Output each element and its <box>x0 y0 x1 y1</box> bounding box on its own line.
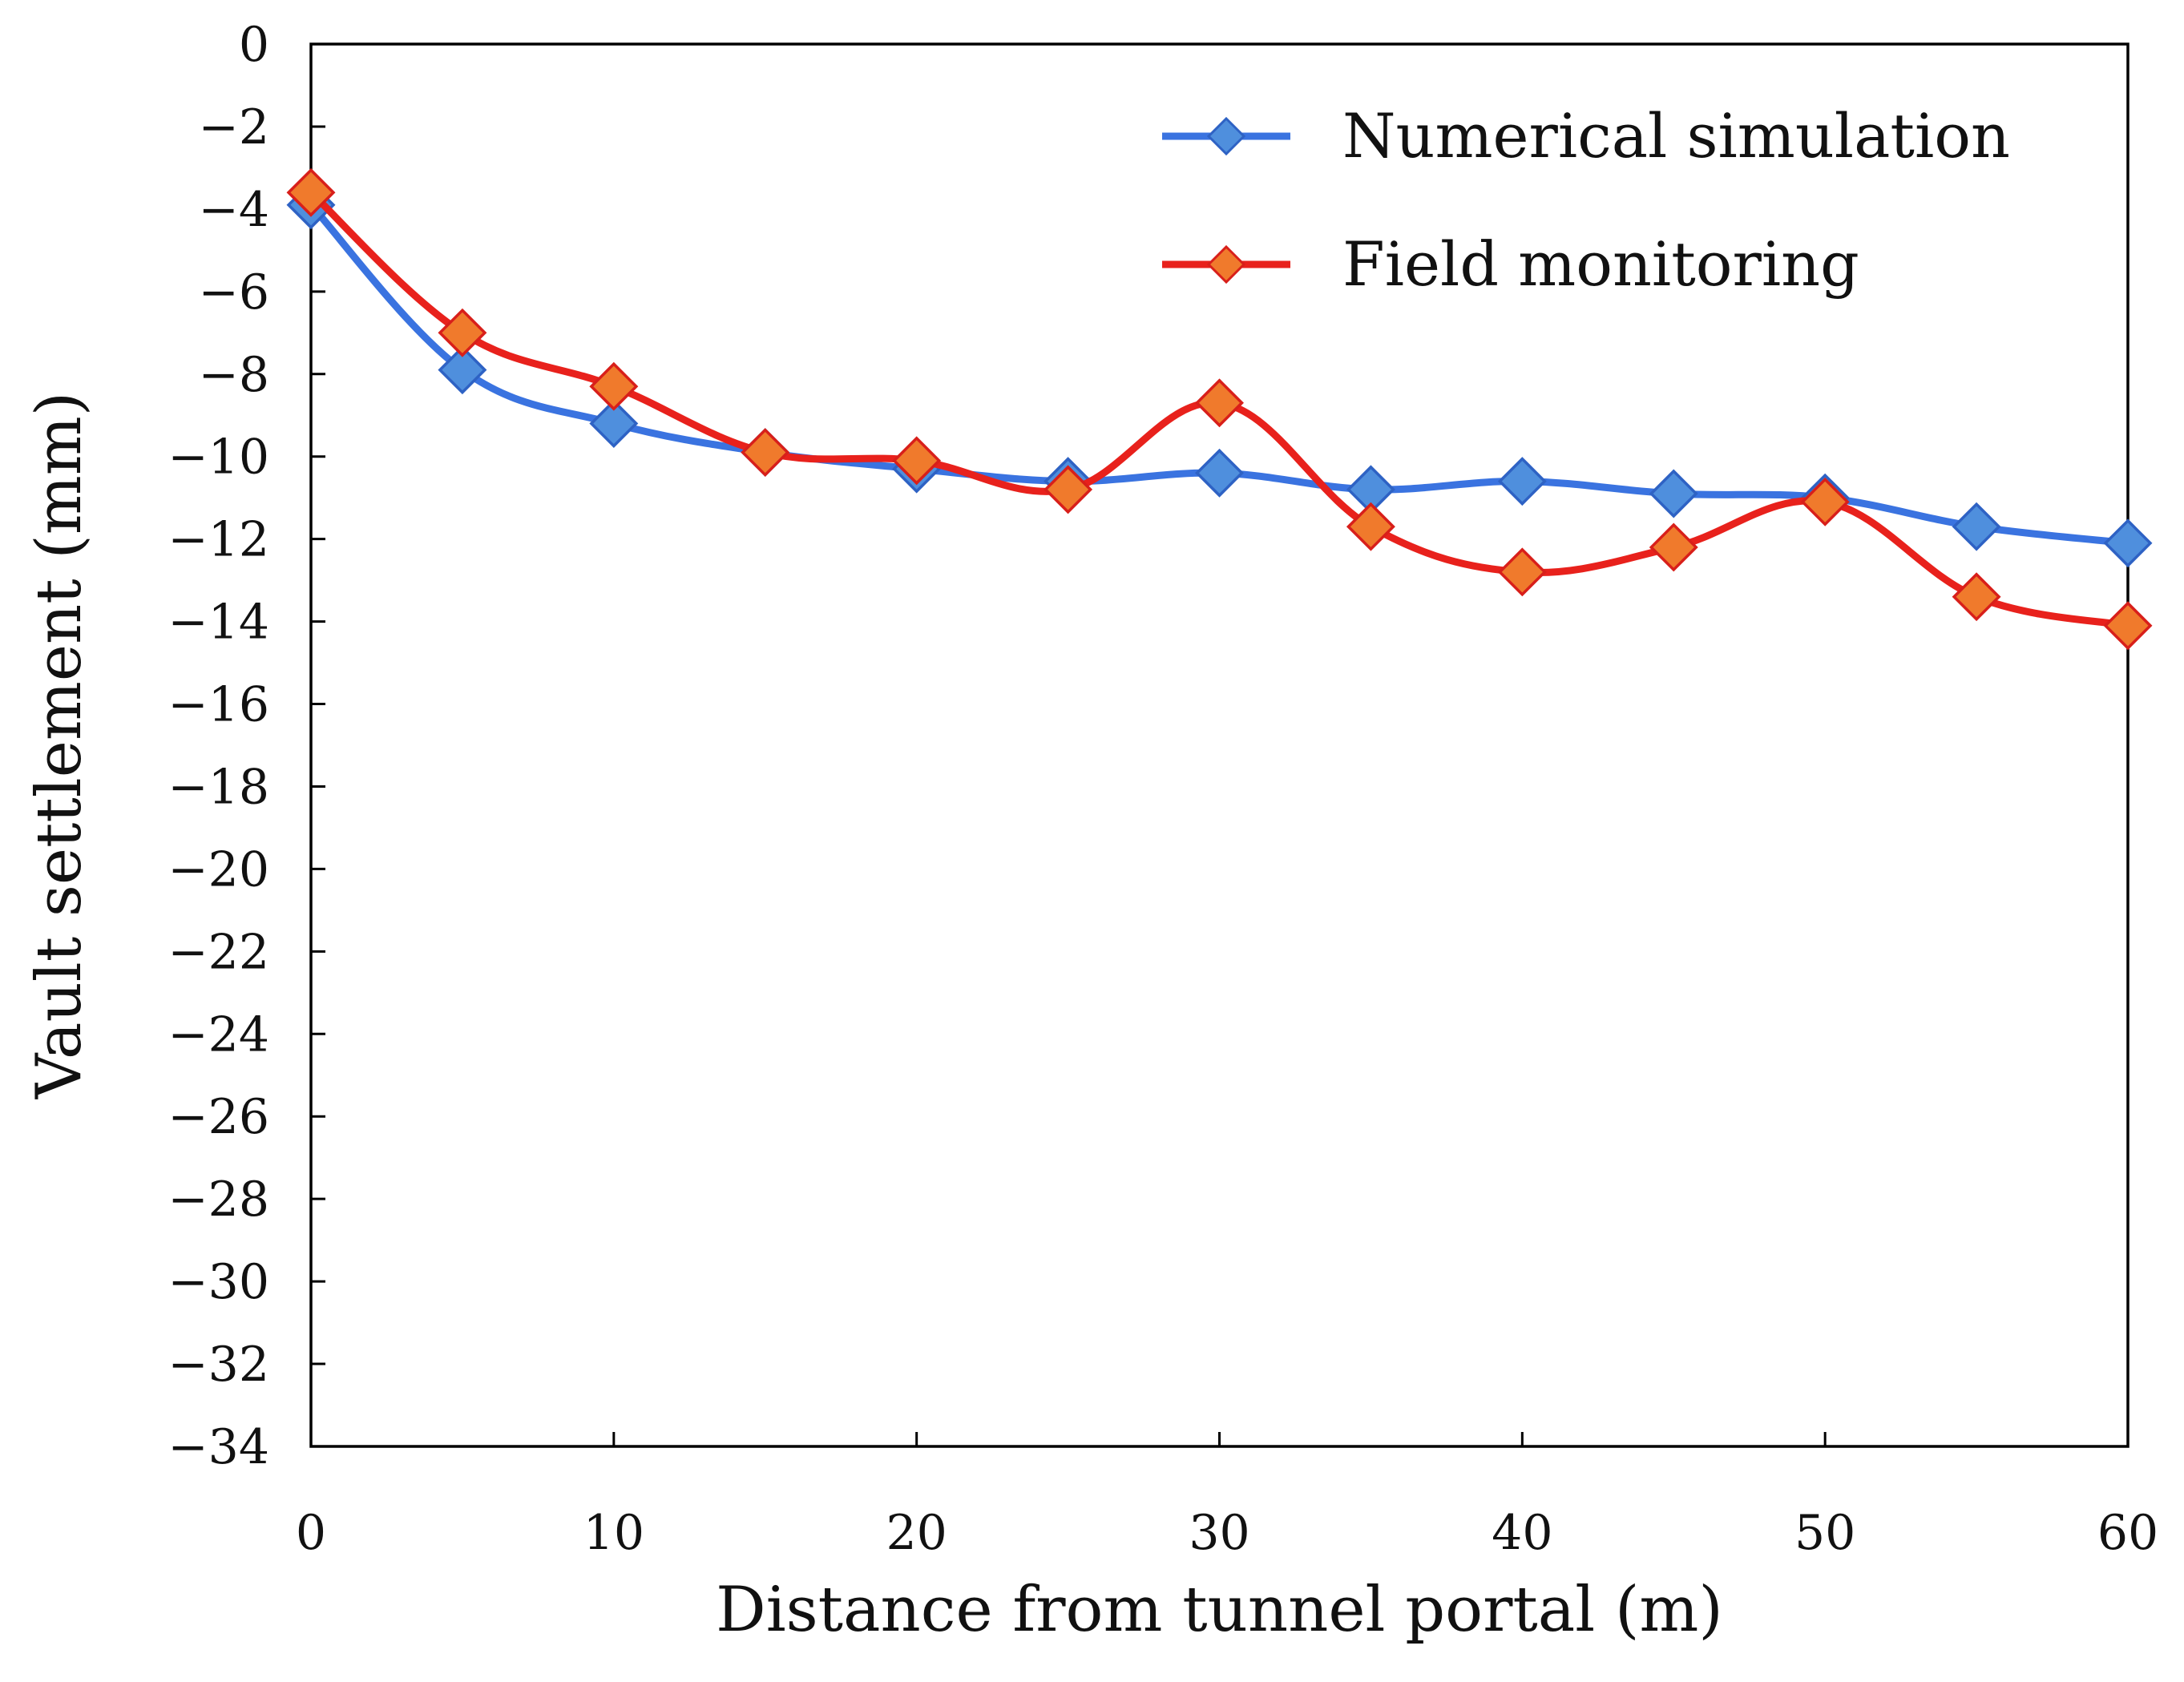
data-point <box>1952 572 2001 622</box>
y-tick-label: −34 <box>168 1419 269 1475</box>
legend-label: Numerical simulation <box>1342 100 2010 171</box>
axes: 0 −2 −4 −6 −8 −10 −12 −14 −16 −18 −20 −22 −24 −26 −28 −… <box>168 17 2158 1561</box>
y-tick-label: −4 <box>199 182 269 238</box>
data-point <box>438 345 487 395</box>
x-tick-label: 0 <box>296 1505 326 1561</box>
x-tick-label: 60 <box>2097 1505 2158 1561</box>
legend-swatch-marker <box>1206 116 1246 156</box>
data-point <box>1346 502 1395 551</box>
data-point <box>589 399 639 449</box>
y-tick-label: −28 <box>168 1172 269 1228</box>
y-tick-label: −24 <box>168 1006 269 1063</box>
x-tick-label: 20 <box>886 1505 947 1561</box>
data-point <box>741 428 790 478</box>
legend-entry: Field monitoring <box>1162 228 1859 300</box>
series-field-monitoring <box>286 167 2153 651</box>
y-axis-title: Vault settlement (mm) <box>23 392 95 1099</box>
data-point <box>1497 457 1547 506</box>
y-tick-label: −16 <box>168 677 269 733</box>
y-tick-label: −32 <box>168 1337 269 1393</box>
data-point <box>589 361 639 411</box>
data-point <box>1044 465 1093 514</box>
data-point <box>2103 601 2153 651</box>
y-tick-label: −12 <box>168 512 269 568</box>
x-axis-title: Distance from tunnel portal (m) <box>716 1574 1723 1646</box>
x-tick-label: 40 <box>1492 1505 1552 1561</box>
series-layer <box>286 167 2153 651</box>
data-point <box>1800 477 1850 526</box>
y-tick-label: −2 <box>199 99 269 155</box>
data-point <box>1952 502 2001 551</box>
data-point <box>2103 518 2153 568</box>
data-point <box>286 167 336 217</box>
legend-swatch-marker <box>1206 244 1246 284</box>
y-tick-label: −22 <box>168 924 269 980</box>
y-tick-label: −8 <box>199 347 269 403</box>
y-tick-label: −6 <box>199 264 269 321</box>
legend-entry: Numerical simulation <box>1162 100 2010 171</box>
legend: Numerical simulation Field monitoring <box>1162 100 2010 300</box>
data-point <box>438 308 487 357</box>
data-point <box>1497 547 1547 597</box>
legend-label: Field monitoring <box>1342 228 1859 300</box>
y-tick-label: −26 <box>168 1089 269 1145</box>
data-point <box>892 436 942 486</box>
y-tick-label: −30 <box>168 1254 269 1310</box>
y-tick-label: −10 <box>168 430 269 486</box>
data-point <box>1649 522 1698 572</box>
data-point <box>1195 448 1244 498</box>
data-point <box>1649 469 1698 518</box>
y-tick-label: −18 <box>168 759 269 815</box>
x-tick-label: 50 <box>1794 1505 1855 1561</box>
y-tick-label: −20 <box>168 841 269 897</box>
x-tick-label: 10 <box>583 1505 644 1561</box>
y-tick-label: 0 <box>239 17 269 73</box>
y-tick-label: −14 <box>168 595 269 651</box>
x-tick-label: 30 <box>1189 1505 1249 1561</box>
data-point <box>1195 378 1244 428</box>
